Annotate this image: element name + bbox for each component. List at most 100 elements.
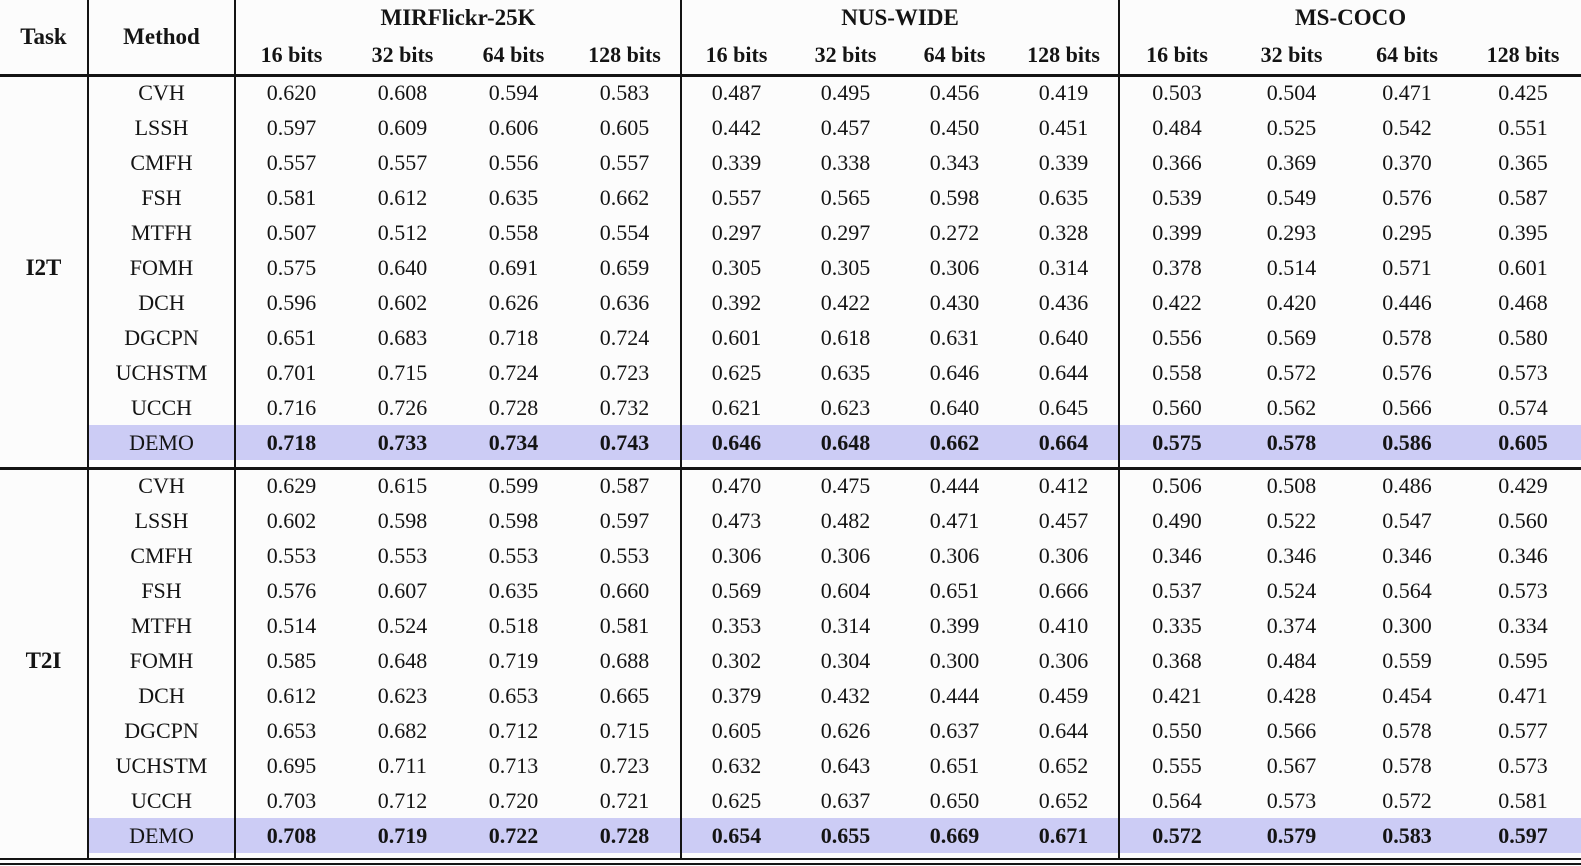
col-header-bits: 32 bits [814,41,877,67]
value-cell: 0.557 [711,184,762,210]
value-cell: 0.597 [569,503,683,538]
value-cell: 0.302 [711,647,762,673]
value-cell: 0.718 [488,324,539,350]
value-cell: 0.666 [1009,573,1121,608]
table-row: MTFH 0.514 0.524 0.518 0.581 0.353 0.314 0.399 0… [0,608,1581,643]
value-cell: 0.573 [1498,577,1548,603]
method-cell: MTFH [88,608,236,643]
value-cell: 0.557 [377,149,428,175]
col-header-bits: 64 bits [923,41,986,67]
value-cell: 0.655 [791,818,901,853]
table-row: FOMH 0.585 0.648 0.719 0.688 0.302 0.304 0.300 0… [0,643,1581,678]
value-cell: 0.606 [488,114,539,140]
value-cell: 0.555 [1152,752,1202,778]
value-cell: 0.353 [711,612,762,638]
value-cell: 0.708 [235,818,347,853]
value-cell: 0.646 [929,359,980,385]
spacer-cell [681,460,1121,468]
table-row: LSSH 0.602 0.598 0.598 0.597 0.473 0.482 0.471 0… [0,503,1581,538]
value-cell: 0.566 [1266,717,1317,743]
value-cell: 0.571 [1382,254,1432,280]
value-cell: 0.425 [1498,80,1548,106]
value-cell: 0.421 [1152,682,1202,708]
col-header-bits: 32 bits [371,41,434,67]
value-cell: 0.484 [1266,647,1317,673]
value-cell: 0.490 [1152,507,1202,533]
value-cell: 0.594 [488,80,539,106]
spacer-row [0,853,1581,861]
table-row: FSH 0.581 0.612 0.635 0.662 0.557 0.565 0.598 0.… [0,180,1581,215]
value-cell: 0.557 [266,149,317,175]
section-t2i: T2I CVH 0.629 0.615 0.599 0.587 0.470 0.475 0.44… [0,468,1581,861]
value-cell: 0.586 [1349,425,1466,460]
value-cell: 0.436 [1009,285,1121,320]
value-cell: 0.542 [1382,114,1432,140]
value-cell: 0.585 [266,647,317,673]
value-cell: 0.471 [1382,80,1432,106]
value-cell: 0.300 [1382,612,1432,638]
value-cell: 0.553 [377,542,428,568]
value-cell: 0.366 [1152,149,1202,175]
value-cell: 0.648 [791,425,901,460]
value-cell: 0.560 [1498,507,1548,533]
method-cell: UCCH [88,390,236,425]
value-cell: 0.346 [1382,542,1432,568]
header-row-datasets: Task Method MIRFlickr-25K NUS-WIDE MS-CO… [0,0,1581,75]
table-row: FOMH 0.575 0.640 0.691 0.659 0.305 0.305 0.306 0… [0,250,1581,285]
value-cell: 0.378 [1152,254,1202,280]
value-cell: 0.579 [1234,818,1350,853]
value-cell: 0.399 [1152,219,1202,245]
value-cell: 0.652 [1009,783,1121,818]
col-header-dataset-nuswide: NUS-WIDE [681,0,1121,36]
value-cell: 0.648 [377,647,428,673]
value-cell: 0.304 [820,647,871,673]
value-cell: 0.558 [488,219,539,245]
value-cell: 0.572 [1266,359,1317,385]
table-row: UCCH 0.716 0.726 0.728 0.732 0.621 0.623 0.640 0… [0,390,1581,425]
spacer-cell [0,853,89,861]
value-cell: 0.573 [1266,787,1317,813]
value-cell: 0.297 [820,219,871,245]
value-cell: 0.596 [266,289,317,315]
value-cell: 0.305 [820,254,871,280]
value-cell: 0.442 [711,114,762,140]
value-cell: 0.553 [266,542,317,568]
value-cell: 0.314 [820,612,871,638]
col-header-dataset-mirflickr: MIRFlickr-25K [235,0,683,36]
value-cell: 0.339 [711,149,762,175]
value-cell: 0.454 [1382,682,1432,708]
value-cell: 0.645 [1009,390,1121,425]
value-cell: 0.726 [377,394,428,420]
value-cell: 0.581 [1498,787,1548,813]
value-cell: 0.646 [681,425,792,460]
value-cell: 0.621 [711,394,762,420]
table-row: DGCPN 0.653 0.682 0.712 0.715 0.605 0.626 0.637… [0,713,1581,748]
method-cell: DGCPN [88,320,236,355]
value-cell: 0.629 [266,473,317,499]
method-cell: FSH [88,180,236,215]
value-cell: 0.419 [1009,75,1121,110]
value-cell: 0.369 [1266,149,1317,175]
value-cell: 0.295 [1382,219,1432,245]
value-cell: 0.560 [1152,394,1202,420]
value-cell: 0.721 [569,783,683,818]
value-cell: 0.450 [929,114,980,140]
spacer-cell [0,460,89,468]
value-cell: 0.576 [1382,184,1432,210]
value-cell: 0.550 [1152,717,1202,743]
method-cell: UCHSTM [88,748,236,783]
value-cell: 0.506 [1152,473,1202,499]
value-cell: 0.688 [569,643,683,678]
table-row: FSH 0.576 0.607 0.635 0.660 0.569 0.604 0.651 0.… [0,573,1581,608]
value-cell: 0.293 [1266,219,1317,245]
col-header-bits: 128 bits [1486,41,1560,67]
value-cell: 0.635 [820,359,871,385]
value-cell: 0.605 [569,110,683,145]
value-cell: 0.712 [377,787,428,813]
col-header-bits: 16 bits [1146,41,1208,67]
value-cell: 0.609 [377,114,428,140]
value-cell: 0.632 [711,752,762,778]
value-cell: 0.573 [1498,359,1548,385]
value-cell: 0.422 [820,289,871,315]
